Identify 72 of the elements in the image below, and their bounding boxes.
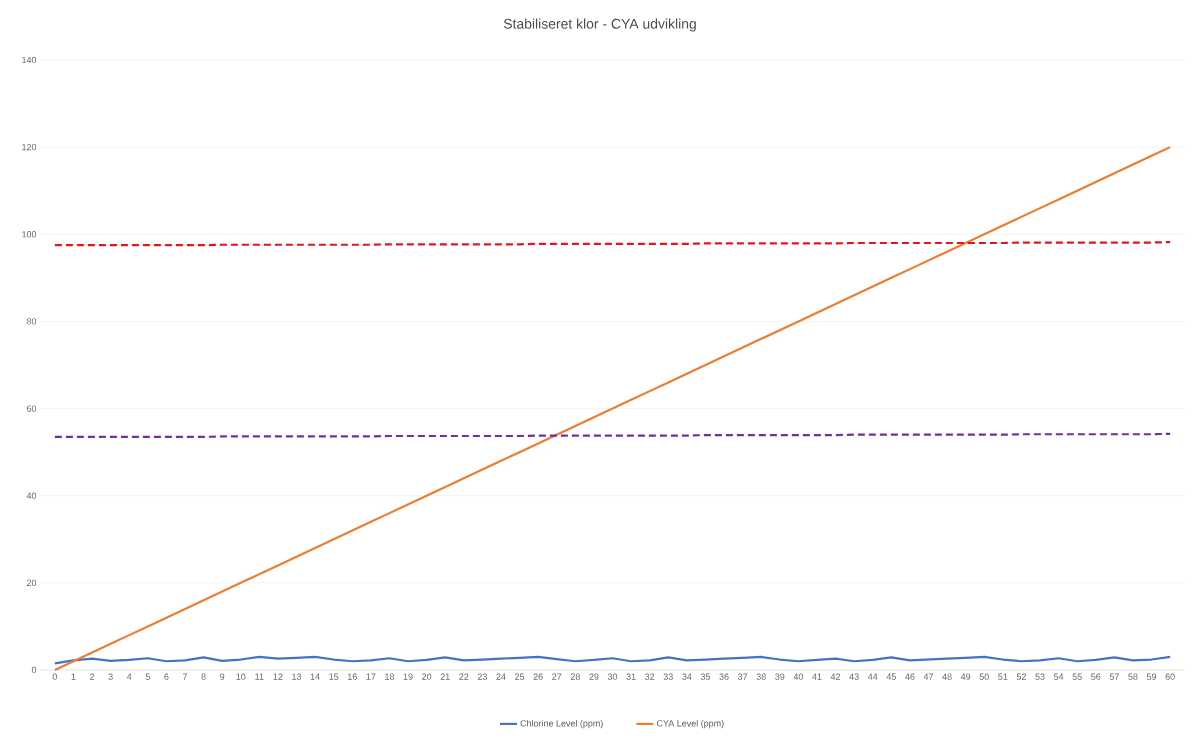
x-tick-label: 14 (310, 673, 320, 680)
x-tick-label: 28 (570, 673, 580, 680)
x-tick-label: 12 (273, 673, 283, 680)
x-tick-label: 50 (979, 673, 989, 680)
x-tick-label: 18 (385, 673, 395, 680)
x-tick-label: 30 (607, 673, 618, 680)
x-tick-label: 10 (236, 673, 246, 680)
x-tick-label: 5 (145, 673, 150, 680)
x-tick-label: 35 (700, 673, 711, 680)
x-tick-label: 22 (459, 673, 469, 680)
x-tick-label: 1 (71, 673, 76, 680)
x-tick-label: 45 (886, 673, 896, 680)
legend-label: CYA Level (ppm) (656, 719, 724, 729)
x-tick-label: 55 (1072, 673, 1082, 680)
x-tick-label: 51 (998, 673, 1008, 680)
x-tick-label: 25 (515, 673, 525, 680)
y-tick-label: 140 (22, 56, 37, 64)
y-tick-label: 60 (26, 405, 37, 412)
x-tick-label: 38 (756, 673, 766, 680)
x-tick-label: 29 (589, 673, 599, 680)
x-tick-label: 39 (775, 673, 785, 680)
x-tick-label: 21 (440, 673, 450, 680)
x-tick-label: 49 (960, 673, 971, 680)
x-tick-label: 40 (793, 673, 804, 680)
x-tick-label: 24 (496, 673, 506, 680)
x-tick-label: 9 (220, 673, 225, 680)
x-tick-label: 32 (645, 673, 655, 680)
x-tick-label: 60 (1165, 673, 1175, 680)
x-tick-label: 47 (923, 673, 934, 680)
x-tick-label: 48 (942, 673, 952, 680)
x-tick-label: 26 (533, 673, 543, 680)
x-tick-label: 15 (329, 673, 339, 680)
x-tick-label: 6 (164, 673, 169, 680)
x-tick-label: 44 (867, 673, 878, 680)
x-tick-label: 8 (201, 673, 206, 680)
x-tick-label: 58 (1128, 673, 1138, 680)
x-tick-label: 59 (1146, 673, 1157, 680)
x-tick-label: 37 (737, 673, 748, 680)
x-tick-label: 54 (1053, 673, 1064, 680)
x-tick-label: 3 (108, 673, 113, 680)
x-tick-label: 53 (1035, 673, 1045, 680)
x-tick-label: 11 (255, 673, 264, 680)
x-tick-label: 52 (1016, 673, 1026, 680)
x-tick-label: 4 (126, 673, 132, 680)
x-tick-label: 36 (719, 673, 729, 680)
x-tick-label: 31 (626, 673, 636, 680)
x-tick-label: 42 (830, 673, 841, 680)
x-tick-label: 0 (52, 673, 58, 680)
x-tick-label: 17 (366, 673, 376, 680)
x-tick-label: 33 (663, 673, 673, 680)
x-tick-label: 41 (812, 673, 822, 680)
x-tick-label: 34 (682, 673, 692, 680)
legend-label: Chlorine Level (ppm) (520, 719, 603, 729)
y-tick-label: 0 (31, 666, 37, 674)
y-tick-label: 20 (26, 579, 37, 587)
x-tick-label: 43 (849, 673, 859, 680)
x-tick-label: 56 (1091, 673, 1101, 680)
x-tick-label: 19 (403, 673, 413, 680)
x-tick-label: 7 (182, 673, 188, 680)
x-tick-label: 16 (347, 673, 357, 680)
chart-title: Stabiliseret klor - CYA udvikling (503, 18, 696, 32)
y-tick-label: 100 (22, 231, 37, 238)
x-tick-label: 23 (477, 673, 487, 680)
x-tick-label: 2 (90, 673, 95, 680)
x-tick-label: 27 (552, 673, 562, 680)
x-tick-label: 57 (1109, 673, 1119, 680)
y-tick-label: 80 (26, 318, 37, 325)
x-tick-label: 13 (292, 673, 302, 680)
x-tick-label: 20 (422, 673, 432, 680)
y-tick-label: 40 (26, 492, 37, 499)
x-tick-label: 46 (905, 673, 915, 680)
y-tick-label: 120 (22, 143, 37, 151)
